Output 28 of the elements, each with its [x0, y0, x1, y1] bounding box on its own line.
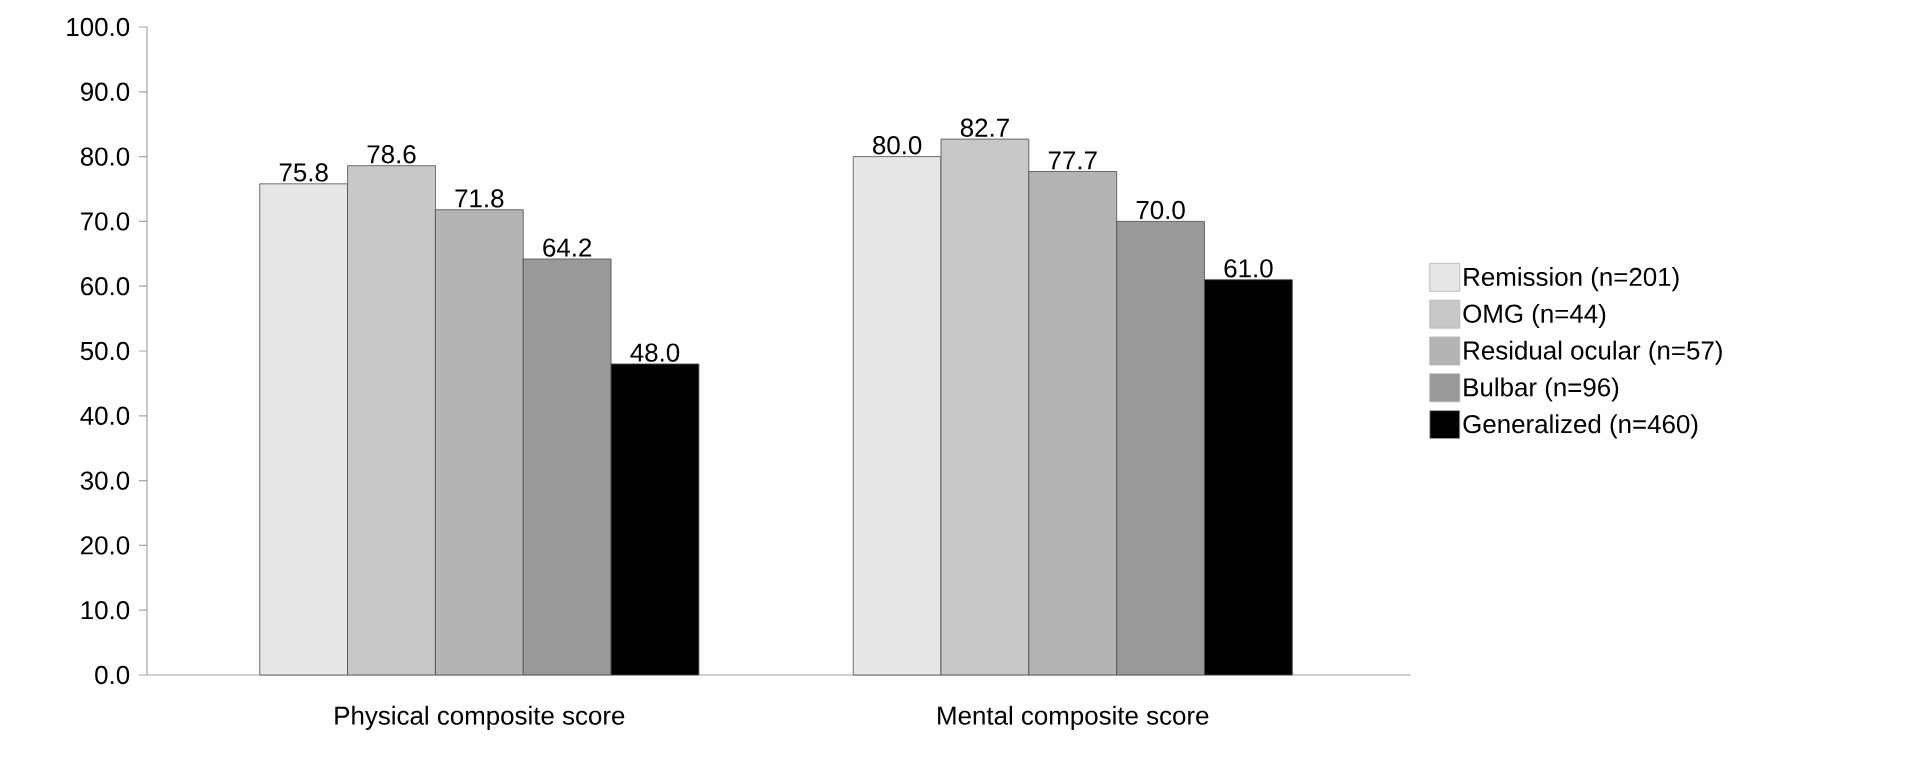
data-label: 71.8	[455, 189, 504, 208]
y-tick-label: 20.0	[81, 536, 130, 555]
x-tick-label: Mental composite score	[938, 705, 1209, 730]
y-tick-label: 70.0	[81, 212, 130, 231]
y-tick-label: 10.0	[81, 601, 130, 620]
data-label: 61.0	[1224, 259, 1273, 278]
legend-label: OMG (n=44)	[1463, 303, 1606, 328]
data-label: 82.7	[960, 118, 1009, 137]
data-label: 64.2	[543, 238, 592, 257]
data-label: 48.0	[630, 343, 680, 362]
x-tick-label: Physical composite score	[335, 705, 625, 730]
y-tick-label: 90.0	[80, 82, 130, 101]
y-tick-label: 100.0	[67, 17, 130, 37]
data-label: 77.7	[1048, 151, 1097, 170]
legend-label: Bulbar (n=96)	[1464, 377, 1619, 402]
legend-label: Generalized (n=460)	[1463, 414, 1698, 439]
legend-label: Residual ocular (n=57)	[1464, 340, 1722, 365]
data-label: 75.8	[279, 163, 328, 182]
y-tick-label: 0.0	[95, 665, 130, 685]
data-label: 70.0	[1136, 200, 1185, 220]
y-tick-label: 40.0	[80, 406, 130, 425]
data-label: 80.0	[873, 136, 922, 155]
y-tick-label: 50.0	[80, 341, 130, 361]
y-tick-label: 30.0	[80, 471, 130, 490]
data-label: 78.6	[367, 145, 416, 164]
legend-label: Remission (n=201)	[1464, 267, 1679, 292]
y-tick-label: 60.0	[81, 277, 130, 296]
y-tick-label: 80.0	[80, 147, 130, 166]
